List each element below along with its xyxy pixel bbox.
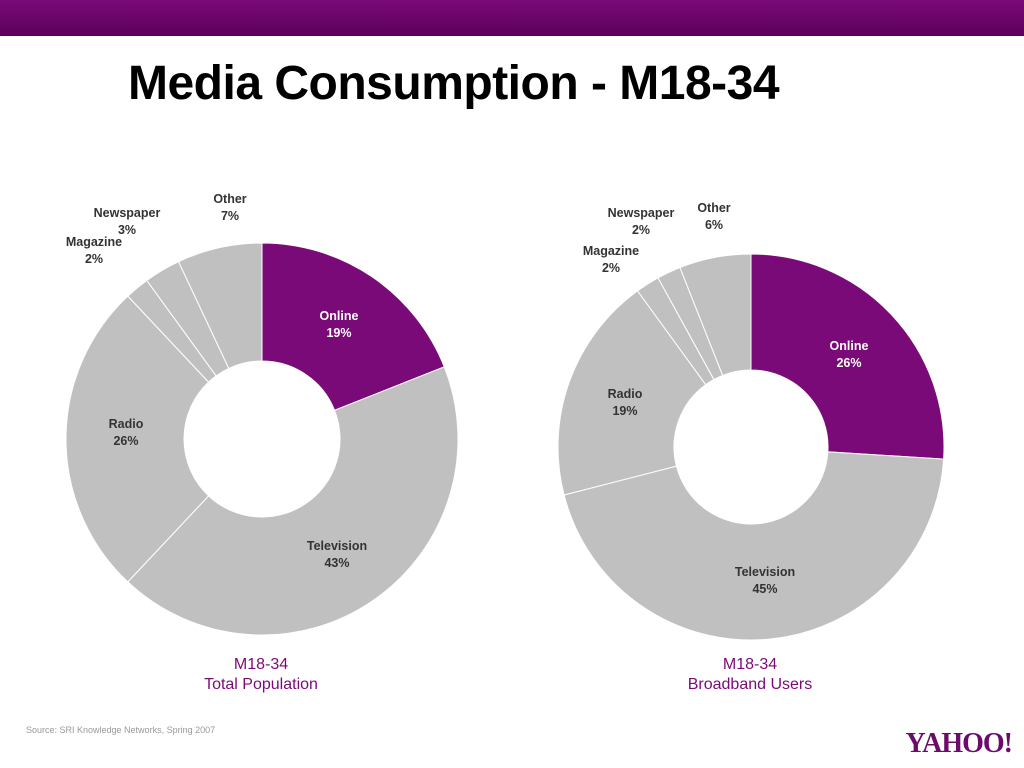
slice-label-radio: Radio 19% [608, 387, 643, 418]
donut-chart-broadband-users: Online 26% Television 45% Radio 19% Magazine 2%… [557, 201, 945, 641]
slice-label-newspaper: Newspaper 3% [94, 206, 161, 237]
slice-label-online: Online 26% [830, 339, 869, 370]
slice-other [177, 242, 263, 370]
slice-label-newspaper: Newspaper 2% [608, 206, 675, 237]
slice-label-magazine: Magazine 2% [583, 244, 639, 275]
slice-radio [65, 295, 210, 583]
slice-radio [557, 290, 707, 496]
yahoo-logo: YAHOO! [905, 728, 1013, 759]
donut-chart-total-population: Online 19% Television 43% Radio 26% Magazine 2%… [65, 192, 459, 636]
slice-label-radio: Radio 26% [109, 417, 144, 448]
slice-other [679, 253, 752, 377]
caption-line-1: M18-34 [722, 656, 778, 673]
caption-line-2: Broadband Users [687, 676, 813, 693]
slice-label-magazine: Magazine 2% [66, 235, 122, 266]
page-title: Media Consumption - M18-34 [128, 57, 780, 110]
slice-label-television: Television 45% [735, 565, 795, 596]
chart-caption-broadband-users: M18-34 Broadband Users [600, 655, 900, 695]
slice-online [750, 253, 945, 460]
slice-label-other: Other 7% [213, 192, 246, 223]
slice-label-television: Television 43% [307, 539, 367, 570]
header-band [0, 0, 1024, 36]
chart-caption-total-population: M18-34 Total Population [111, 655, 411, 695]
slice-online [261, 242, 445, 411]
slice-label-online: Online 19% [320, 309, 359, 340]
slice-label-other: Other 6% [697, 201, 730, 232]
slice-television [563, 451, 945, 641]
caption-line-2: Total Population [204, 676, 318, 693]
slice-television [127, 366, 459, 636]
source-note: Source: SRI Knowledge Networks, Spring 2… [26, 725, 216, 735]
caption-line-1: M18-34 [233, 656, 289, 673]
